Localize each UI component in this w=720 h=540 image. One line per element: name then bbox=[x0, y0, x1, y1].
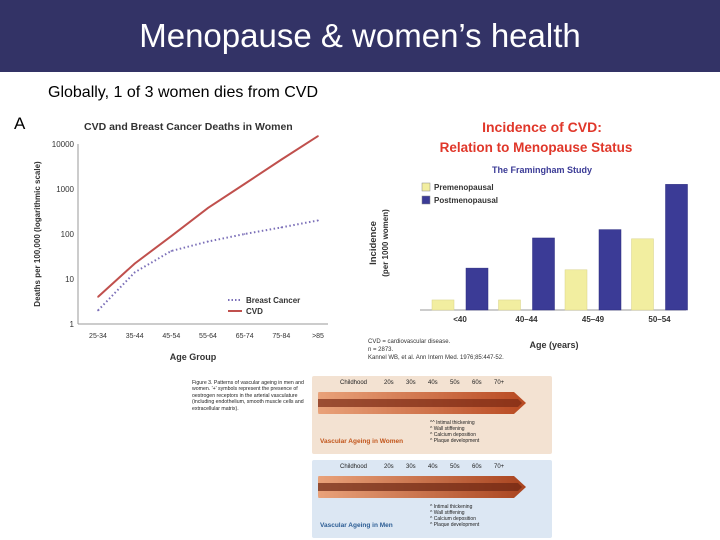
stage-label: 60s bbox=[472, 464, 482, 470]
data-point bbox=[317, 135, 319, 137]
data-point bbox=[243, 183, 246, 185]
bar-chart-title: Incidence of CVD: bbox=[482, 119, 602, 135]
data-point bbox=[170, 235, 173, 237]
bar-premenopausal bbox=[631, 238, 654, 311]
data-point bbox=[280, 226, 283, 229]
stage-label: 40s bbox=[428, 380, 438, 386]
slide-subtitle: Globally, 1 of 3 women dies from CVD bbox=[48, 84, 319, 101]
stage-label: 30s bbox=[406, 464, 416, 470]
bar-postmenopausal bbox=[598, 229, 622, 311]
data-point bbox=[243, 233, 246, 235]
vascular-panel-women: Childhood 20s 30s 40s 50s 60s 70+ ^^ Int… bbox=[312, 376, 552, 454]
x-axis-label: Age Group bbox=[170, 352, 217, 362]
stage-label: Childhood bbox=[340, 380, 368, 386]
stage-label: 20s bbox=[384, 380, 394, 386]
stage-label: 40s bbox=[428, 464, 438, 470]
legend-swatch bbox=[421, 195, 431, 205]
slide-title-bar: Menopause & women’s health bbox=[0, 0, 720, 72]
note-line: CVD = cardiovascular disease. bbox=[368, 339, 451, 345]
y-tick-label: 1000 bbox=[56, 185, 74, 194]
x-tick-label: 45–49 bbox=[582, 315, 605, 324]
data-point bbox=[207, 207, 209, 209]
y-tick-label: 10000 bbox=[52, 140, 75, 149]
x-tick-label: 50–54 bbox=[648, 315, 671, 324]
bar-postmenopausal bbox=[665, 184, 688, 311]
bar-premenopausal bbox=[564, 269, 588, 311]
bar-premenopausal bbox=[431, 299, 455, 311]
men-label: Vascular Ageing in Men bbox=[320, 522, 393, 529]
x-tick-label: <40 bbox=[453, 315, 467, 324]
data-point bbox=[133, 271, 136, 274]
data-point bbox=[170, 250, 173, 252]
legend-item: ^ Plaque development bbox=[430, 522, 480, 528]
stage-label: Childhood bbox=[340, 464, 368, 470]
note-line: Kannel WB, et al. Ann Intern Med. 1976;8… bbox=[368, 355, 504, 361]
legend-item: ^ Calcium deposition bbox=[430, 432, 476, 438]
women-legend: ^^ Intimal thickening ^ Wall stiffening … bbox=[430, 420, 479, 444]
x-tick-label: 65-74 bbox=[236, 333, 254, 340]
vessel-illustration-women bbox=[318, 392, 526, 414]
data-point bbox=[97, 296, 99, 298]
line-chart-title: CVD and Breast Cancer Deaths in Women bbox=[84, 121, 293, 133]
note-line: n = 2873. bbox=[368, 347, 394, 353]
stage-label: 50s bbox=[450, 464, 460, 470]
series-line-cvd bbox=[97, 135, 319, 298]
legend-label: CVD bbox=[246, 307, 263, 316]
x-tick-label: 25-34 bbox=[89, 333, 107, 340]
y-axis-label: Deaths per 100,000 (logarithmic scale) bbox=[33, 161, 42, 307]
bar-postmenopausal bbox=[465, 267, 489, 311]
y-tick-label: 1 bbox=[70, 320, 75, 329]
legend-item: ^^ Intimal thickening bbox=[430, 420, 475, 426]
x-tick-label: 45-54 bbox=[162, 333, 180, 340]
slide-title: Menopause & women’s health bbox=[139, 17, 581, 54]
panel-letter: A bbox=[14, 114, 26, 133]
legend-swatch bbox=[421, 182, 431, 192]
data-point bbox=[317, 219, 319, 222]
line-chart-cvd-breast-cancer: CVD and Breast Cancer Deaths in Women 100… bbox=[33, 121, 328, 362]
bar-chart-cvd-incidence: Incidence of CVD: Relation to Menopause S… bbox=[368, 119, 688, 350]
data-point bbox=[97, 309, 99, 312]
legend-label: Postmenopausal bbox=[434, 196, 498, 205]
data-point bbox=[207, 240, 209, 243]
stage-labels: Childhood 20s 30s 40s 50s 60s 70+ bbox=[312, 380, 552, 390]
legend-label: Premenopausal bbox=[434, 183, 494, 192]
y-axis-label-line2: (per 1000 women) bbox=[381, 209, 390, 277]
legend-item: ^ Wall stiffening bbox=[430, 426, 465, 432]
x-axis-label: Age (years) bbox=[529, 340, 578, 350]
legend-item: ^ Wall stiffening bbox=[430, 510, 465, 516]
stage-labels: Childhood 20s 30s 40s 50s 60s 70+ bbox=[312, 464, 552, 474]
men-legend: ^ Intimal thickening ^ Wall stiffening ^… bbox=[430, 504, 479, 528]
vessel-illustration-men bbox=[318, 476, 526, 498]
bar-premenopausal bbox=[498, 299, 521, 311]
legend-label: Breast Cancer bbox=[246, 296, 300, 305]
data-point bbox=[280, 158, 283, 161]
stage-label: 30s bbox=[406, 380, 416, 386]
legend-item: ^ Calcium deposition bbox=[430, 516, 476, 522]
bar-chart-notes: CVD = cardiovascular disease. n = 2873. … bbox=[368, 338, 504, 362]
stage-label: 60s bbox=[472, 380, 482, 386]
figure-caption: Figure 3. Patterns of vascular ageing in… bbox=[192, 380, 304, 412]
x-tick-label: 55-64 bbox=[199, 333, 217, 340]
x-tick-label: 75-84 bbox=[272, 333, 290, 340]
y-axis-label: Incidence bbox=[368, 221, 379, 265]
x-tick-label: 40–44 bbox=[515, 315, 538, 324]
bar-chart-title-line2: Relation to Menopause Status bbox=[440, 140, 633, 155]
vascular-panel-men: Childhood 20s 30s 40s 50s 60s 70+ ^ Inti… bbox=[312, 460, 552, 538]
stage-label: 50s bbox=[450, 380, 460, 386]
y-tick-label: 100 bbox=[61, 230, 75, 239]
women-label: Vascular Ageing in Women bbox=[320, 438, 404, 445]
vascular-ageing-figure: Figure 3. Patterns of vascular ageing in… bbox=[192, 376, 552, 538]
bar-postmenopausal bbox=[532, 237, 555, 311]
legend-item: ^ Intimal thickening bbox=[430, 504, 473, 510]
stage-label: 70+ bbox=[494, 464, 505, 470]
stage-label: 20s bbox=[384, 464, 394, 470]
bar-chart-subtitle: The Framingham Study bbox=[492, 165, 592, 175]
legend-item: ^ Plaque development bbox=[430, 438, 480, 444]
x-tick-label: 35-44 bbox=[126, 333, 144, 340]
x-tick-label: >85 bbox=[312, 333, 324, 340]
data-point bbox=[133, 262, 136, 265]
y-tick-label: 10 bbox=[65, 275, 74, 284]
stage-label: 70+ bbox=[494, 380, 505, 386]
